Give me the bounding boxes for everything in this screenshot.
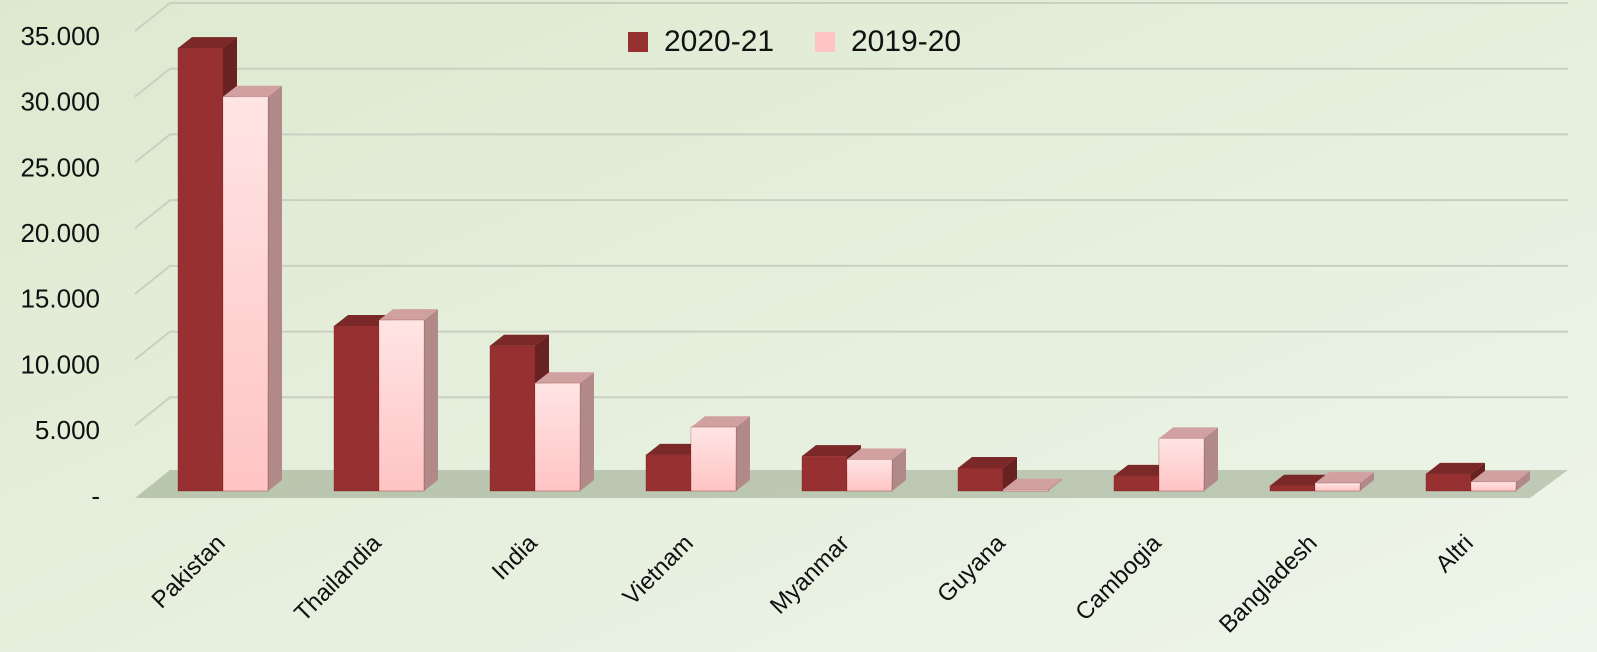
bar-top xyxy=(379,309,438,321)
bar-top-shade xyxy=(1426,462,1485,474)
y-tick-label: 15.000 xyxy=(20,284,100,314)
bar-top xyxy=(691,416,750,428)
bar-top xyxy=(1270,474,1329,486)
bar-side-shade xyxy=(580,372,594,491)
grid-line xyxy=(134,133,1568,164)
bar-top xyxy=(1159,427,1218,439)
bar-top-shade xyxy=(646,443,705,455)
bar-top-shade xyxy=(1114,464,1173,476)
bar-side-shade xyxy=(892,448,906,491)
bar xyxy=(1269,485,1316,492)
bar-top xyxy=(958,457,1017,468)
bar-shine xyxy=(847,459,892,491)
bar xyxy=(1425,473,1472,492)
bar-shine xyxy=(223,96,268,491)
bar-top xyxy=(802,445,861,457)
bar-shine xyxy=(1471,481,1516,491)
bar-top-shade xyxy=(1471,470,1530,482)
bar-side xyxy=(1360,472,1374,491)
bar-shine xyxy=(1159,438,1204,491)
bar-top-shade xyxy=(334,315,393,327)
grid-line xyxy=(134,67,1568,98)
bar-top-shade xyxy=(847,448,906,460)
bar-top-shade xyxy=(958,457,1017,468)
bar xyxy=(801,455,848,492)
bar-side-shade xyxy=(736,416,750,491)
bar-top xyxy=(490,334,549,346)
bar-side xyxy=(424,309,438,491)
bar-top xyxy=(535,372,594,384)
bar-side xyxy=(892,448,906,491)
bar xyxy=(645,454,692,492)
bar-top xyxy=(847,448,906,460)
bar xyxy=(1113,475,1160,492)
bar xyxy=(333,325,380,492)
grid-line xyxy=(134,330,1568,361)
legend-swatch xyxy=(628,32,648,52)
bar-top-shade xyxy=(1270,474,1329,486)
bar-top-shade xyxy=(379,309,438,321)
bar xyxy=(177,47,224,492)
bar-side-shade xyxy=(1360,472,1374,491)
grid-line xyxy=(134,396,1568,427)
legend-label: 2019-20 xyxy=(851,25,961,58)
bar-side xyxy=(580,372,594,491)
bar-top-shade xyxy=(691,416,750,428)
legend-swatch xyxy=(815,32,835,52)
y-tick-label: 5.000 xyxy=(35,415,100,445)
bar-shine xyxy=(535,383,580,491)
bar-top xyxy=(646,443,705,455)
bar xyxy=(957,467,1004,492)
bar-top-shade xyxy=(535,372,594,384)
bar-shine xyxy=(1003,489,1048,491)
grid-line xyxy=(134,264,1568,295)
bar-top xyxy=(223,85,282,97)
bar-side-shade xyxy=(1516,470,1530,491)
y-tick-label: - xyxy=(91,481,100,511)
bar-top-shade xyxy=(1315,472,1374,484)
bar-side xyxy=(1204,427,1218,491)
bar-top xyxy=(1114,464,1173,476)
grid-line xyxy=(134,199,1568,229)
bar-shine xyxy=(691,427,736,491)
bar-side-shade xyxy=(268,85,282,491)
bar-side-shade xyxy=(1204,427,1218,491)
y-tick-label: 30.000 xyxy=(20,87,100,117)
bar-top xyxy=(1426,462,1485,474)
bar-top-shade xyxy=(802,445,861,457)
bar-side-shade xyxy=(424,309,438,491)
bar-side xyxy=(1516,470,1530,491)
y-tick-label: 10.000 xyxy=(20,349,100,379)
bar-top xyxy=(1315,472,1374,484)
legend-label: 2020-21 xyxy=(664,25,774,58)
grid-line xyxy=(134,1,1568,32)
bar-top-shade xyxy=(1159,427,1218,439)
bar-side-shade xyxy=(1048,478,1062,491)
bar-top xyxy=(334,315,393,327)
bar xyxy=(489,345,536,492)
bar-top-shade xyxy=(178,37,237,49)
bar-top xyxy=(178,37,237,49)
bar-shine xyxy=(1315,483,1360,491)
bar-shine xyxy=(379,320,424,491)
bar-top xyxy=(1471,470,1530,482)
bar-top xyxy=(1003,478,1062,490)
bar-side xyxy=(736,416,750,491)
y-tick-label: 25.000 xyxy=(20,152,100,182)
bar-top-shade xyxy=(1003,478,1062,490)
bar-top-shade xyxy=(223,85,282,97)
y-tick-label: 20.000 xyxy=(20,218,100,248)
bar-side xyxy=(268,85,282,491)
bar-top-shade xyxy=(490,334,549,346)
bar-side xyxy=(1048,478,1062,491)
y-tick-label: 35.000 xyxy=(20,21,100,51)
